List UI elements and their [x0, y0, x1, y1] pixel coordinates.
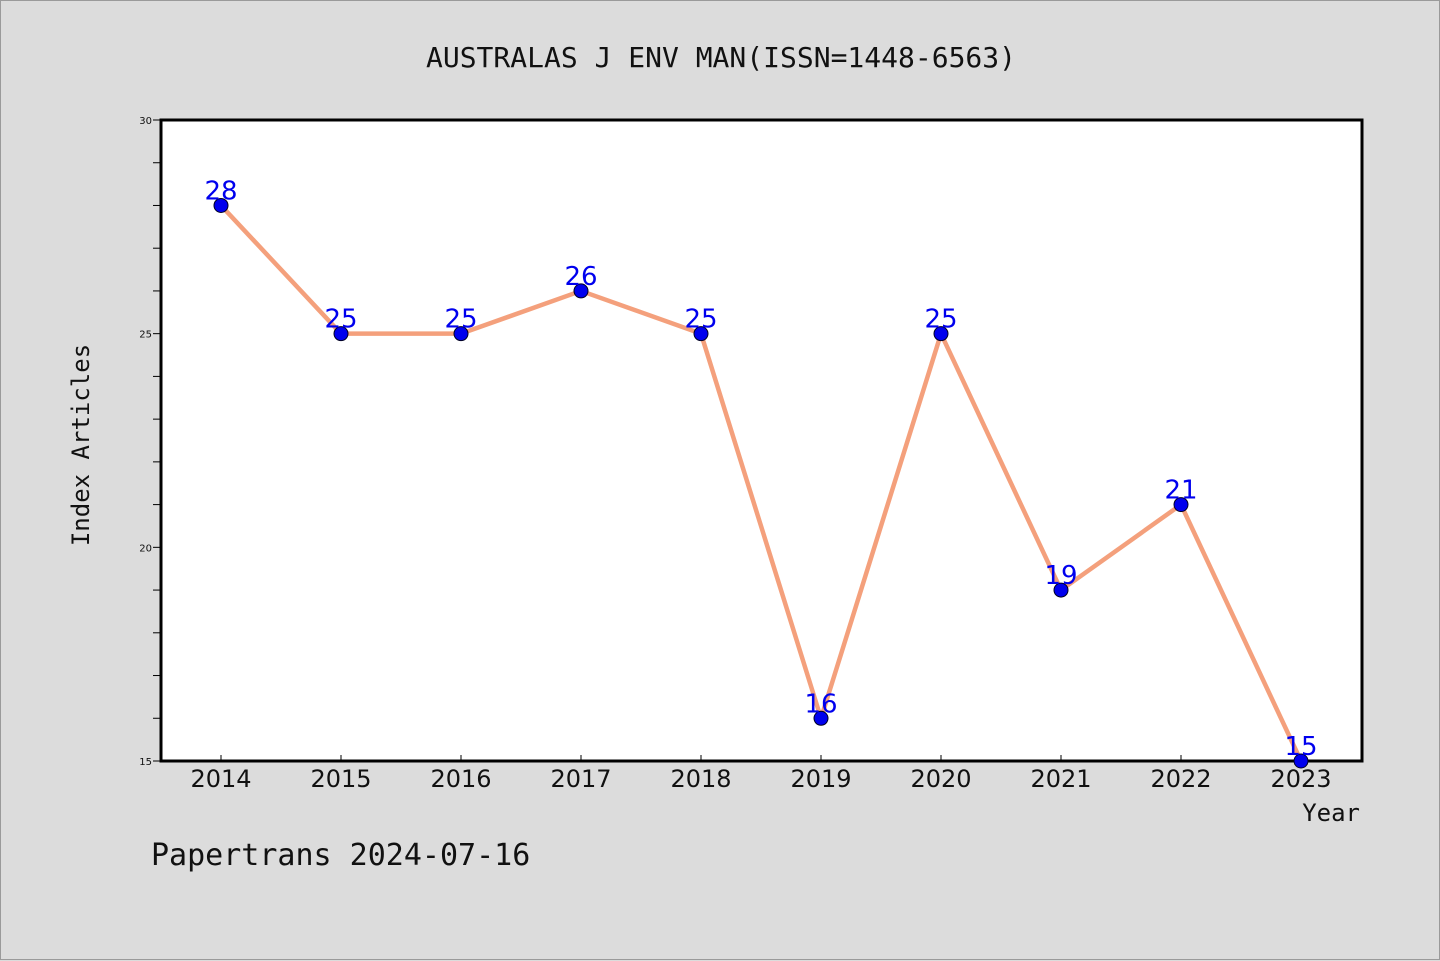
- x-tick-label: 2022: [1150, 765, 1211, 793]
- data-labels: 28 25 25 26 25 16 25 19 21 15: [204, 176, 1317, 762]
- x-tick-label: 2021: [1030, 765, 1091, 793]
- series-line: [219, 203, 1304, 762]
- x-tick-label: 2014: [190, 765, 251, 793]
- data-label: 21: [1164, 476, 1197, 506]
- data-point: [933, 326, 949, 342]
- data-point: [813, 710, 829, 726]
- footer-text: Papertrans 2024-07-16: [151, 838, 530, 873]
- data-point: [1173, 497, 1189, 513]
- data-point: [453, 326, 469, 342]
- data-label: 19: [1044, 561, 1077, 591]
- data-point: [333, 326, 349, 342]
- data-label: 25: [324, 305, 357, 335]
- plot-area: [159, 118, 1364, 763]
- data-point: [213, 197, 229, 213]
- series-markers: [213, 197, 1309, 769]
- data-label: 25: [684, 305, 717, 335]
- x-tick-label: 2015: [310, 765, 371, 793]
- x-tick-label: 2017: [550, 765, 611, 793]
- x-tick-label: 2023: [1270, 765, 1331, 793]
- data-label: 16: [804, 689, 837, 719]
- data-label: 28: [204, 176, 237, 206]
- y-tick-label: 30: [139, 116, 152, 127]
- y-tick-label: 25: [139, 330, 152, 341]
- x-tick-label: 2018: [670, 765, 731, 793]
- y-axis-ticks: [153, 119, 161, 762]
- data-label: 15: [1284, 732, 1317, 762]
- x-axis-label: Year: [1302, 799, 1360, 827]
- data-point: [693, 326, 709, 342]
- y-axis-tick-labels: 15 20 25 30: [139, 116, 152, 768]
- y-tick-label: 20: [139, 543, 152, 554]
- data-label: 26: [564, 262, 597, 292]
- y-tick-label: 15: [139, 757, 152, 768]
- x-tick-label: 2019: [790, 765, 851, 793]
- x-tick-label: 2020: [910, 765, 971, 793]
- x-axis-ticks: [220, 755, 1302, 761]
- data-label: 25: [444, 305, 477, 335]
- chart-title: AUSTRALAS J ENV MAN(ISSN=1448-6563): [426, 41, 1016, 74]
- data-point: [1053, 582, 1069, 598]
- data-point: [573, 283, 589, 299]
- x-tick-label: 2016: [430, 765, 491, 793]
- data-label: 25: [924, 305, 957, 335]
- x-axis-tick-labels: 2014 2015 2016 2017 2018 2019 2020 2021 2022 2023: [190, 765, 1331, 793]
- y-axis-label: Index Articles: [67, 344, 95, 546]
- data-point: [1293, 753, 1309, 769]
